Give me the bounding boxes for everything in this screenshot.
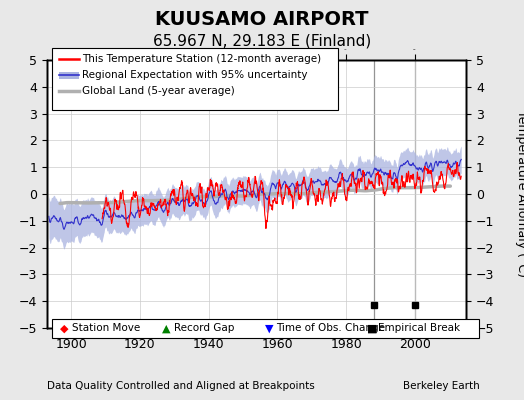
Text: Station Move: Station Move — [72, 323, 140, 334]
Text: Berkeley Earth: Berkeley Earth — [403, 381, 479, 391]
Text: KUUSAMO AIRPORT: KUUSAMO AIRPORT — [155, 10, 369, 29]
Text: Record Gap: Record Gap — [174, 323, 234, 334]
Text: Global Land (5-year average): Global Land (5-year average) — [82, 86, 235, 96]
Text: ▲: ▲ — [162, 323, 171, 334]
Text: Empirical Break: Empirical Break — [378, 323, 461, 334]
Text: ▼: ▼ — [265, 323, 273, 334]
Text: 65.967 N, 29.183 E (Finland): 65.967 N, 29.183 E (Finland) — [153, 34, 371, 49]
Text: Data Quality Controlled and Aligned at Breakpoints: Data Quality Controlled and Aligned at B… — [47, 381, 315, 391]
Y-axis label: Temperature Anomaly (°C): Temperature Anomaly (°C) — [516, 110, 524, 278]
Text: Regional Expectation with 95% uncertainty: Regional Expectation with 95% uncertaint… — [82, 70, 307, 80]
Text: ◆: ◆ — [60, 323, 69, 334]
Text: This Temperature Station (12-month average): This Temperature Station (12-month avera… — [82, 54, 321, 64]
Text: ■: ■ — [367, 323, 377, 334]
Text: Time of Obs. Change: Time of Obs. Change — [276, 323, 385, 334]
